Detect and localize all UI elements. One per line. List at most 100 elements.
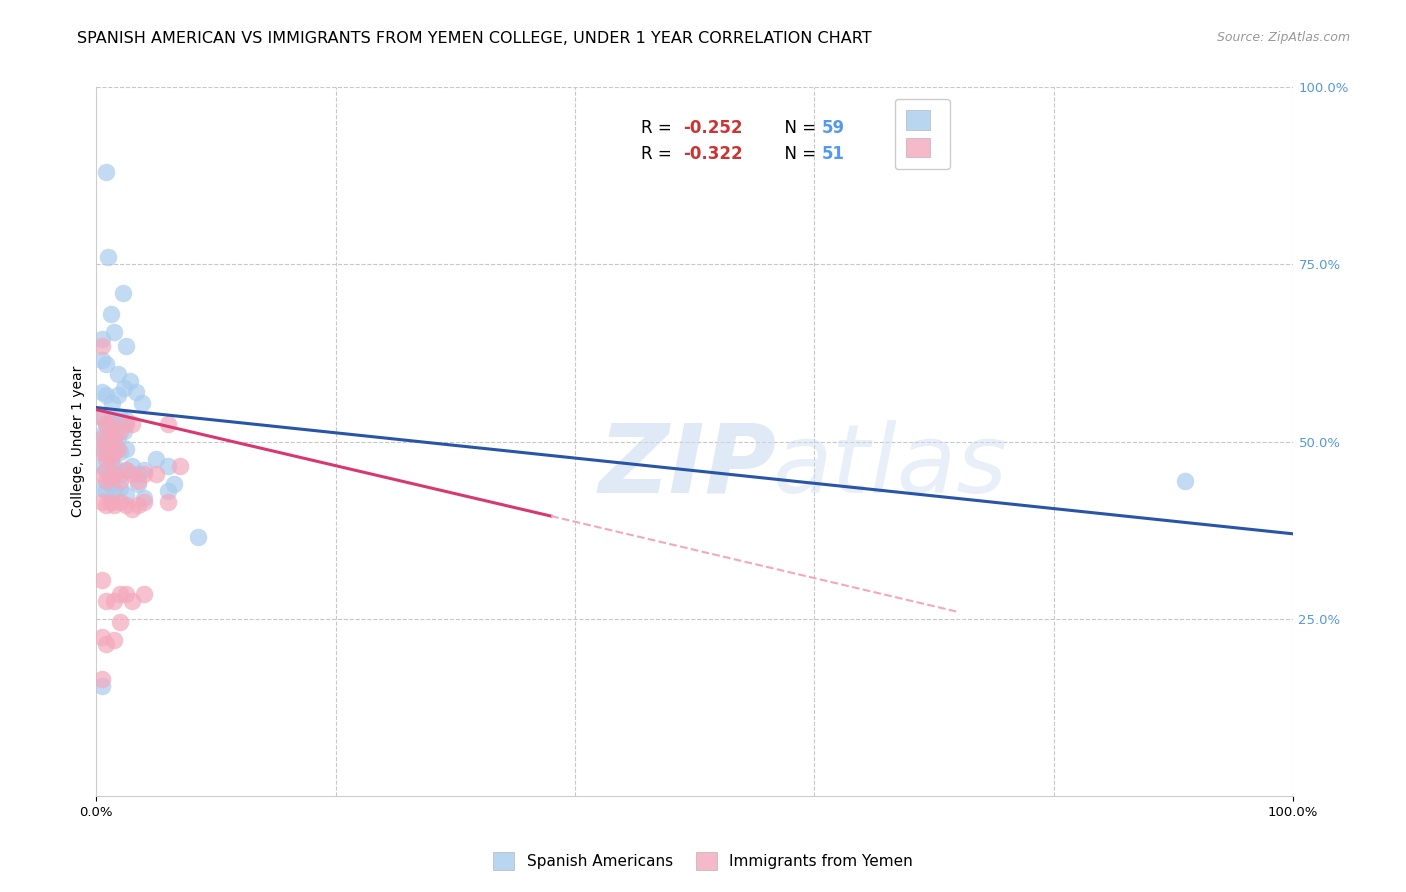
Legend: Spanish Americans, Immigrants from Yemen: Spanish Americans, Immigrants from Yemen: [485, 845, 921, 877]
Point: [107, 442, 129, 456]
Point: [103, 633, 125, 648]
Point: [94, 357, 117, 371]
Point: [107, 388, 129, 402]
Point: [91, 442, 114, 456]
Point: [91, 679, 114, 693]
Point: [1174, 474, 1197, 488]
Point: [103, 325, 125, 339]
Text: 51: 51: [821, 145, 845, 163]
Text: 59: 59: [821, 119, 845, 137]
Point: [103, 445, 125, 459]
Point: [94, 474, 117, 488]
Point: [91, 384, 114, 399]
Point: [94, 637, 117, 651]
Text: N =: N =: [773, 119, 821, 137]
Point: [100, 413, 122, 427]
Point: [169, 459, 191, 474]
Point: [110, 481, 132, 495]
Point: [103, 438, 125, 452]
Point: [100, 307, 122, 321]
Point: [103, 467, 125, 481]
Point: [103, 484, 125, 499]
Point: [91, 467, 114, 481]
Point: [157, 495, 180, 509]
Point: [91, 445, 114, 459]
Text: R =: R =: [641, 119, 676, 137]
Point: [94, 452, 117, 467]
Point: [107, 368, 129, 382]
Text: -0.252: -0.252: [683, 119, 742, 137]
Point: [91, 427, 114, 442]
Point: [94, 431, 117, 445]
Point: [110, 474, 132, 488]
Point: [91, 332, 114, 346]
Point: [121, 502, 143, 516]
Point: [157, 417, 180, 431]
Point: [127, 499, 149, 513]
Point: [100, 495, 122, 509]
Point: [115, 499, 138, 513]
Point: [121, 467, 143, 481]
Text: -0.322: -0.322: [683, 145, 742, 163]
Point: [94, 463, 117, 477]
Point: [115, 339, 138, 353]
Point: [103, 499, 125, 513]
Point: [91, 672, 114, 686]
Point: [91, 431, 114, 445]
Point: [110, 587, 132, 601]
Text: atlas: atlas: [772, 420, 1007, 513]
Point: [103, 459, 125, 474]
Point: [112, 424, 135, 438]
Point: [94, 484, 117, 499]
Point: [110, 495, 132, 509]
Point: [127, 477, 149, 491]
Point: [157, 459, 180, 474]
Point: [94, 165, 117, 179]
Point: [121, 417, 143, 431]
Point: [94, 417, 117, 431]
Point: [145, 452, 167, 467]
Point: [91, 481, 114, 495]
Point: [100, 452, 122, 467]
Point: [110, 409, 132, 424]
Point: [115, 417, 138, 431]
Point: [100, 424, 122, 438]
Point: [115, 442, 138, 456]
Point: [94, 499, 117, 513]
Point: [100, 477, 122, 491]
Point: [134, 463, 156, 477]
Point: [115, 488, 138, 502]
Text: N =: N =: [773, 145, 821, 163]
Point: [94, 388, 117, 402]
Point: [115, 587, 138, 601]
Point: [91, 339, 114, 353]
Point: [187, 530, 209, 544]
Point: [91, 495, 114, 509]
Point: [145, 467, 167, 481]
Point: [112, 381, 135, 395]
Point: [94, 594, 117, 608]
Point: [97, 250, 120, 264]
Point: [125, 384, 148, 399]
Point: [134, 587, 156, 601]
Point: [91, 573, 114, 587]
Point: [110, 467, 132, 481]
Text: Source: ZipAtlas.com: Source: ZipAtlas.com: [1216, 31, 1350, 45]
Point: [91, 409, 114, 424]
Point: [110, 445, 132, 459]
Point: [100, 470, 122, 484]
Legend: , : ,: [894, 99, 949, 169]
Point: [94, 445, 117, 459]
Point: [118, 374, 141, 388]
Point: [131, 395, 153, 409]
Text: SPANISH AMERICAN VS IMMIGRANTS FROM YEMEN COLLEGE, UNDER 1 YEAR CORRELATION CHAR: SPANISH AMERICAN VS IMMIGRANTS FROM YEME…: [77, 31, 872, 46]
Point: [91, 409, 114, 424]
Point: [103, 431, 125, 445]
Point: [134, 467, 156, 481]
Point: [103, 417, 125, 431]
Point: [115, 463, 138, 477]
Point: [100, 417, 122, 431]
Y-axis label: College, Under 1 year: College, Under 1 year: [72, 366, 86, 517]
Point: [101, 395, 124, 409]
Point: [110, 615, 132, 630]
